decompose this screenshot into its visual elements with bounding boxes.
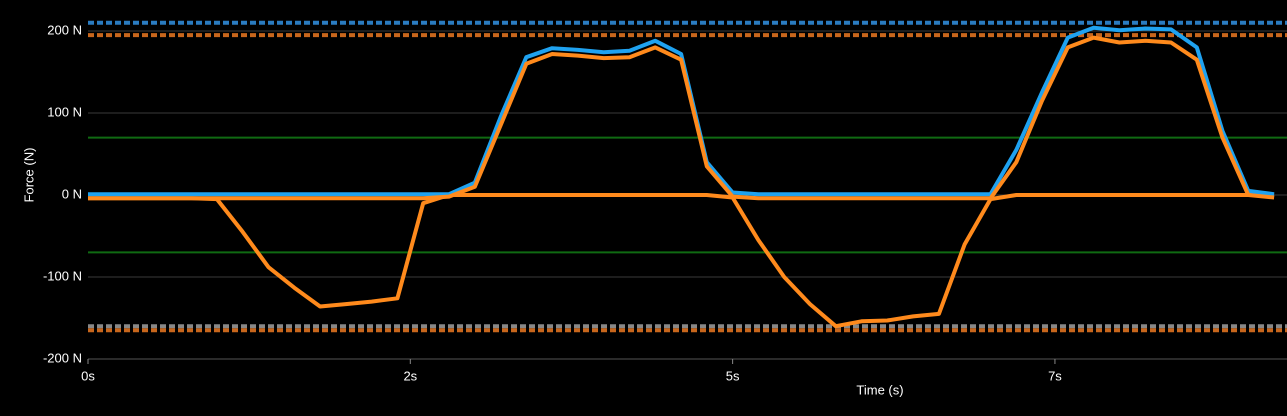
- x-tick-label: 5s: [726, 368, 740, 383]
- y-tick-label: -100 N: [43, 268, 82, 283]
- y-tick-label: -200 N: [43, 350, 82, 365]
- x-tick-label: 0s: [81, 368, 95, 383]
- data-line: [88, 35, 1275, 201]
- y-tick-label: 100 N: [47, 104, 82, 119]
- y-axis-label: Force (N): [21, 148, 36, 203]
- y-tick-label: 0 N: [62, 186, 82, 201]
- data-line: [88, 193, 1275, 329]
- x-axis-label: Time (s): [856, 382, 903, 397]
- x-tick-label: 2s: [403, 368, 417, 383]
- data-line: [88, 25, 1275, 197]
- y-tick-label: 200 N: [47, 22, 82, 37]
- x-tick-label: 7s: [1048, 368, 1062, 383]
